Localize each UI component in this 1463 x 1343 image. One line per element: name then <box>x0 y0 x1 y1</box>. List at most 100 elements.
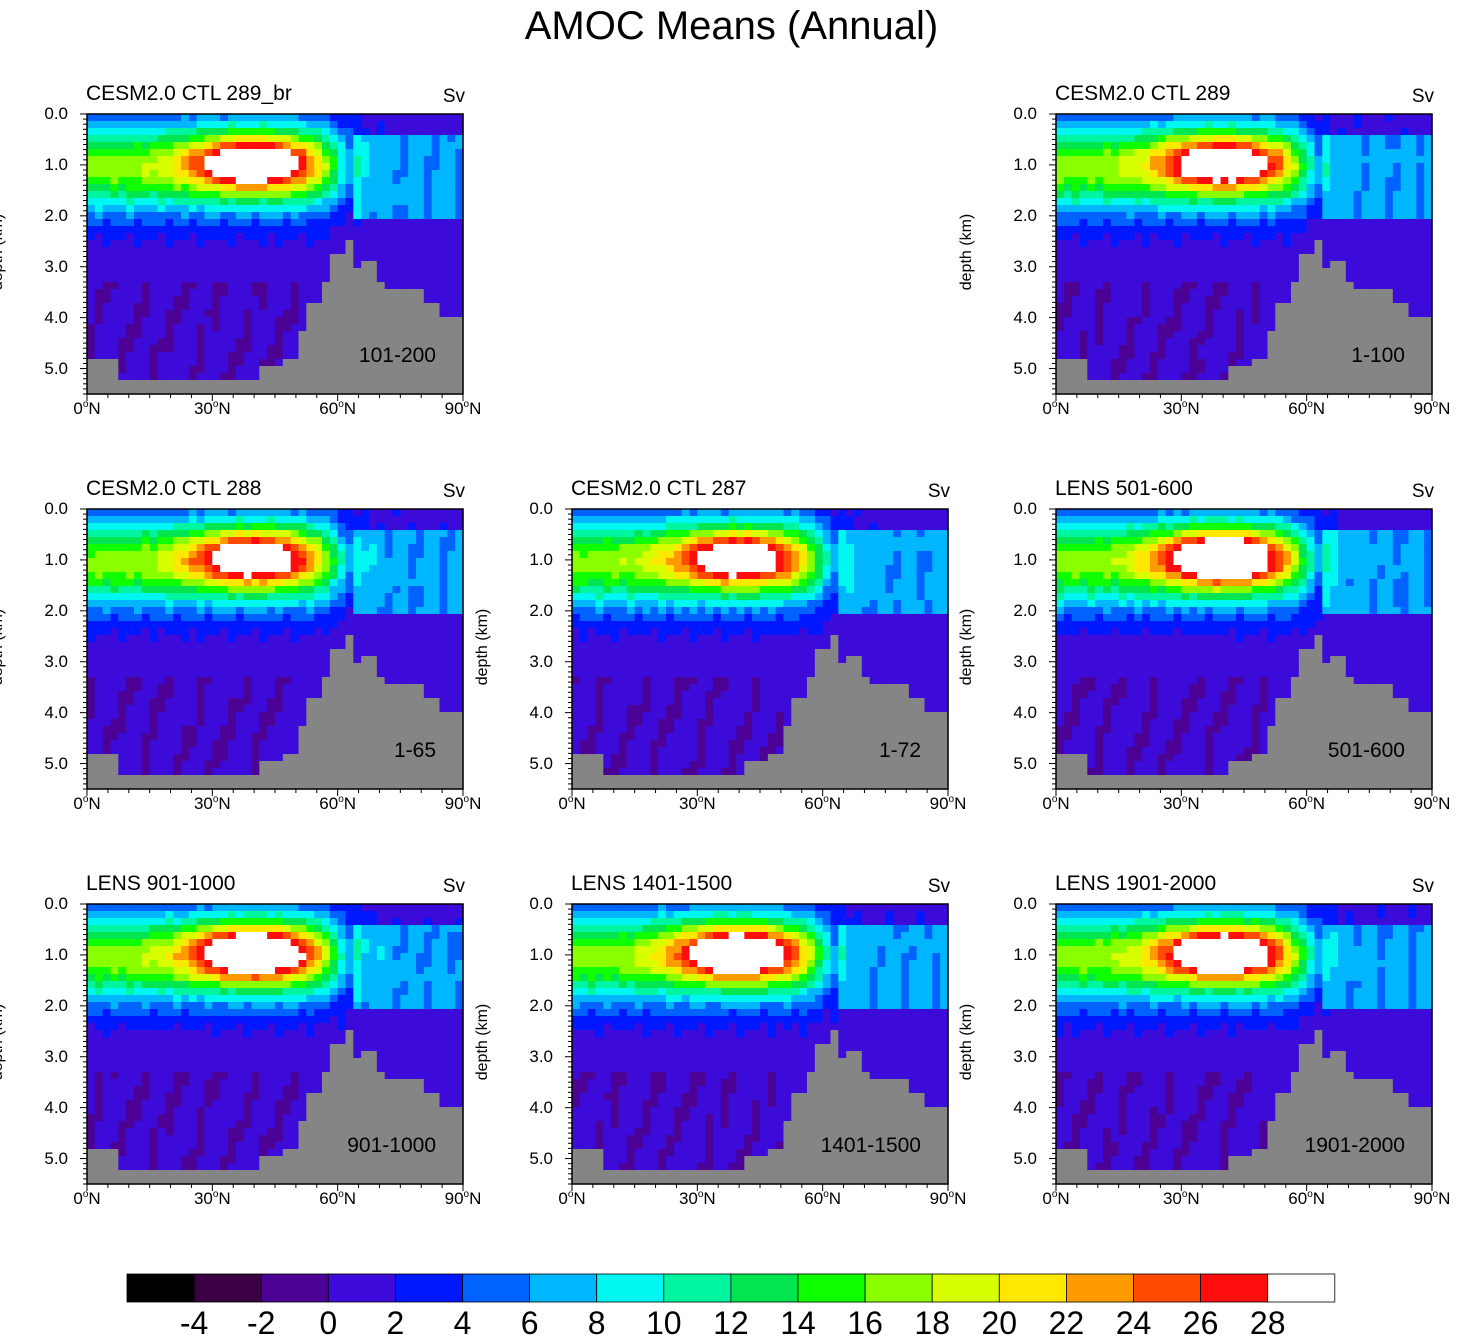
land-cell <box>314 324 323 332</box>
land-cell <box>1385 324 1394 332</box>
streamfunction-cell <box>1087 338 1096 346</box>
streamfunction-cell <box>165 726 174 734</box>
streamfunction-cell <box>1338 233 1347 241</box>
streamfunction-cell <box>243 705 253 713</box>
streamfunction-cell <box>228 240 237 248</box>
land-cell <box>416 380 425 388</box>
streamfunction-cell <box>149 205 159 213</box>
streamfunction-cell <box>1345 163 1355 171</box>
streamfunction-cell <box>165 128 174 136</box>
streamfunction-cell <box>1267 289 1276 297</box>
streamfunction-cell <box>1251 149 1261 157</box>
streamfunction-cell <box>134 586 143 594</box>
land-cell <box>439 331 448 339</box>
streamfunction-cell <box>1142 247 1151 255</box>
streamfunction-cell <box>188 516 198 524</box>
land-cell <box>1408 338 1417 346</box>
streamfunction-cell <box>259 170 268 178</box>
streamfunction-cell <box>220 254 229 262</box>
streamfunction-cell <box>1424 121 1433 129</box>
land-cell <box>345 254 354 262</box>
streamfunction-cell <box>204 726 213 734</box>
streamfunction-cell <box>353 254 362 262</box>
streamfunction-cell <box>118 719 127 727</box>
streamfunction-cell <box>157 544 166 552</box>
land-cell <box>392 310 401 318</box>
streamfunction-cell <box>228 310 237 318</box>
streamfunction-cell <box>94 261 104 269</box>
streamfunction-cell <box>1275 184 1284 192</box>
streamfunction-cell <box>392 226 401 234</box>
streamfunction-cell <box>1134 247 1143 255</box>
land-cell <box>1377 296 1386 304</box>
streamfunction-cell <box>1103 184 1112 192</box>
streamfunction-cell <box>188 642 198 650</box>
streamfunction-cell <box>126 761 135 769</box>
streamfunction-cell <box>1251 142 1261 150</box>
streamfunction-cell <box>1150 373 1159 381</box>
streamfunction-cell <box>267 558 276 566</box>
land-cell <box>1338 331 1347 339</box>
streamfunction-cell <box>235 233 245 241</box>
land-cell <box>329 254 339 262</box>
streamfunction-cell <box>149 754 159 762</box>
streamfunction-cell <box>149 593 159 601</box>
streamfunction-cell <box>149 170 159 178</box>
streamfunction-cell <box>228 761 237 769</box>
streamfunction-cell <box>188 184 198 192</box>
streamfunction-cell <box>134 163 143 171</box>
land-cell <box>290 387 300 395</box>
x-tick-label: 0oN <box>1042 399 1070 418</box>
streamfunction-cell <box>259 565 268 573</box>
streamfunction-cell <box>1314 156 1323 164</box>
streamfunction-cell <box>1314 219 1323 227</box>
streamfunction-cell <box>1126 338 1135 346</box>
streamfunction-cell <box>204 324 213 332</box>
streamfunction-cell <box>134 761 143 769</box>
streamfunction-cell <box>110 530 119 538</box>
streamfunction-cell <box>423 282 433 290</box>
streamfunction-cell <box>251 691 260 699</box>
streamfunction-cell <box>290 128 300 136</box>
land-cell <box>87 366 96 374</box>
streamfunction-cell <box>1283 240 1292 248</box>
land-cell <box>455 373 464 381</box>
streamfunction-cell <box>298 191 307 199</box>
land-cell <box>1369 352 1378 360</box>
streamfunction-cell <box>188 579 198 587</box>
streamfunction-cell <box>259 352 268 360</box>
streamfunction-cell <box>392 184 401 192</box>
streamfunction-cell <box>1126 191 1135 199</box>
streamfunction-cell <box>157 593 166 601</box>
streamfunction-cell <box>251 114 260 122</box>
streamfunction-cell <box>1087 233 1096 241</box>
land-cell <box>235 775 245 783</box>
land-cell <box>1330 366 1339 374</box>
streamfunction-cell <box>1361 121 1370 129</box>
streamfunction-cell <box>282 156 292 164</box>
streamfunction-cell <box>1345 261 1355 269</box>
streamfunction-cell <box>1173 254 1182 262</box>
streamfunction-cell <box>431 275 441 283</box>
streamfunction-cell <box>173 247 182 255</box>
streamfunction-cell <box>196 621 206 629</box>
streamfunction-cell <box>259 275 268 283</box>
streamfunction-cell <box>1134 128 1143 136</box>
streamfunction-cell <box>1095 226 1104 234</box>
streamfunction-cell <box>1291 163 1300 171</box>
streamfunction-cell <box>188 614 198 622</box>
land-cell <box>1314 380 1323 388</box>
streamfunction-cell <box>102 268 112 276</box>
streamfunction-cell <box>212 324 221 332</box>
streamfunction-cell <box>157 586 166 594</box>
land-cell <box>408 310 417 318</box>
streamfunction-cell <box>126 296 135 304</box>
streamfunction-cell <box>196 289 206 297</box>
streamfunction-cell <box>439 177 448 185</box>
streamfunction-cell <box>1157 338 1167 346</box>
land-cell <box>102 782 112 790</box>
streamfunction-cell <box>1204 240 1214 248</box>
streamfunction-cell <box>102 691 112 699</box>
streamfunction-cell <box>251 628 260 636</box>
streamfunction-cell <box>259 691 268 699</box>
